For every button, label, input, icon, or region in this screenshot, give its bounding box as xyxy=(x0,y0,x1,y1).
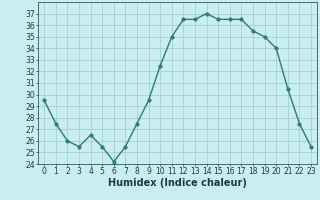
X-axis label: Humidex (Indice chaleur): Humidex (Indice chaleur) xyxy=(108,178,247,188)
